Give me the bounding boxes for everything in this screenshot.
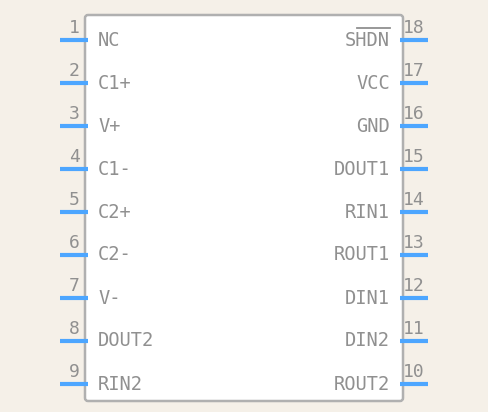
Text: 1: 1 [68, 19, 80, 37]
Text: ROUT1: ROUT1 [334, 246, 390, 265]
Text: 2: 2 [68, 62, 80, 80]
Text: 13: 13 [403, 234, 425, 252]
Text: C2-: C2- [98, 246, 132, 265]
Text: 7: 7 [68, 277, 80, 295]
Text: 9: 9 [68, 363, 80, 381]
Text: SHDN: SHDN [345, 30, 390, 49]
Text: V+: V+ [98, 117, 121, 136]
Text: C2+: C2+ [98, 203, 132, 222]
Text: GND: GND [356, 117, 390, 136]
Text: 15: 15 [403, 148, 425, 166]
Text: DOUT2: DOUT2 [98, 332, 154, 351]
Text: V-: V- [98, 288, 121, 307]
Text: DOUT1: DOUT1 [334, 159, 390, 178]
Text: 12: 12 [403, 277, 425, 295]
Text: 11: 11 [403, 320, 425, 338]
Text: VCC: VCC [356, 73, 390, 93]
Text: 14: 14 [403, 191, 425, 209]
Text: 3: 3 [68, 105, 80, 123]
Text: 10: 10 [403, 363, 425, 381]
Text: DIN2: DIN2 [345, 332, 390, 351]
Text: 17: 17 [403, 62, 425, 80]
Text: 4: 4 [68, 148, 80, 166]
Text: ROUT2: ROUT2 [334, 375, 390, 393]
Text: 18: 18 [403, 19, 425, 37]
Text: C1-: C1- [98, 159, 132, 178]
Text: 8: 8 [68, 320, 80, 338]
Text: NC: NC [98, 30, 121, 49]
FancyBboxPatch shape [85, 15, 403, 401]
Text: 5: 5 [68, 191, 80, 209]
Text: 6: 6 [68, 234, 80, 252]
Text: 16: 16 [403, 105, 425, 123]
Text: RIN1: RIN1 [345, 203, 390, 222]
Text: DIN1: DIN1 [345, 288, 390, 307]
Text: C1+: C1+ [98, 73, 132, 93]
Text: RIN2: RIN2 [98, 375, 143, 393]
